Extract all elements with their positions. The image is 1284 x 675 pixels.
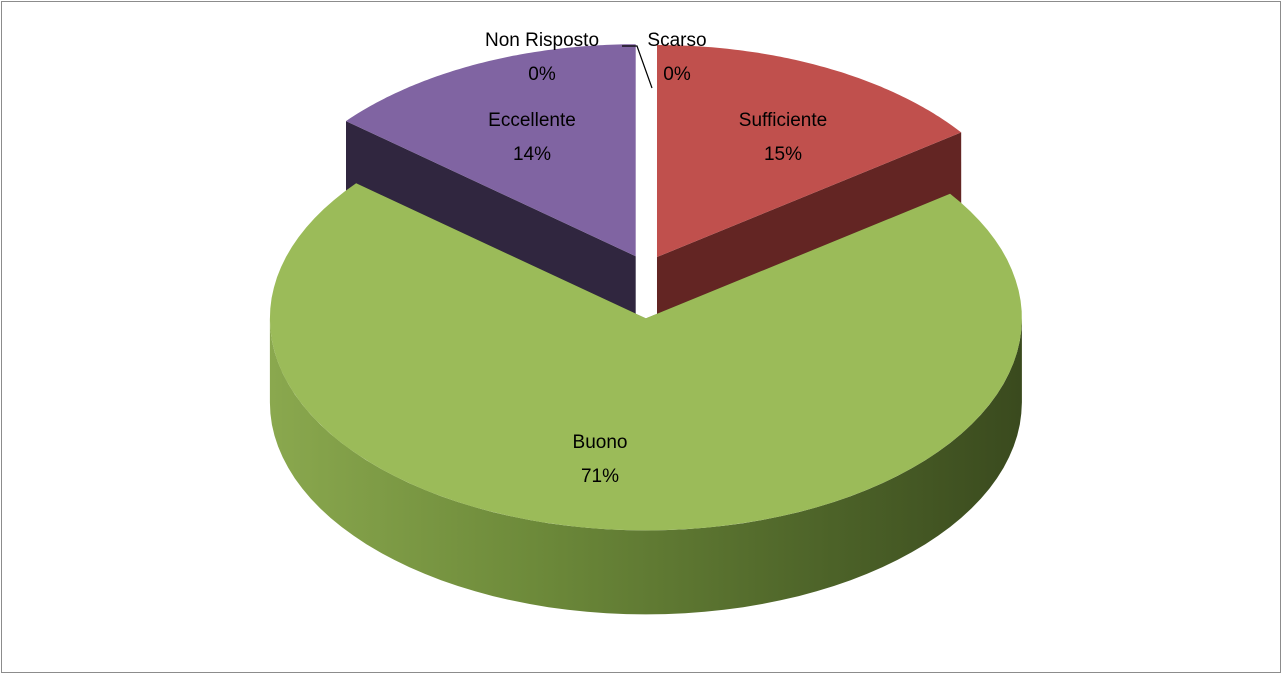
slice-label-eccellente-name: Eccellente xyxy=(488,110,576,131)
pie-side-buono xyxy=(269,318,1022,615)
slice-label-scarso-name: Scarso xyxy=(647,30,706,51)
pie-slice-eccellente xyxy=(346,44,636,257)
slice-label-non-risposto-value: 0% xyxy=(528,64,556,85)
slice-label-sufficiente-name: Sufficiente xyxy=(739,110,827,131)
slice-label-buono-name: Buono xyxy=(573,432,628,453)
leader-line xyxy=(622,45,653,89)
slice-label-eccellente-value: 14% xyxy=(513,144,551,165)
pie-slice-sufficiente xyxy=(656,45,962,258)
slice-label-sufficiente-value: 15% xyxy=(764,144,802,165)
slice-label-buono-value: 71% xyxy=(581,466,619,487)
slice-label-non-risposto-name: Non Risposto xyxy=(485,30,599,51)
slice-label-scarso-value: 0% xyxy=(663,64,691,85)
pie-slice-buono xyxy=(269,183,1022,531)
